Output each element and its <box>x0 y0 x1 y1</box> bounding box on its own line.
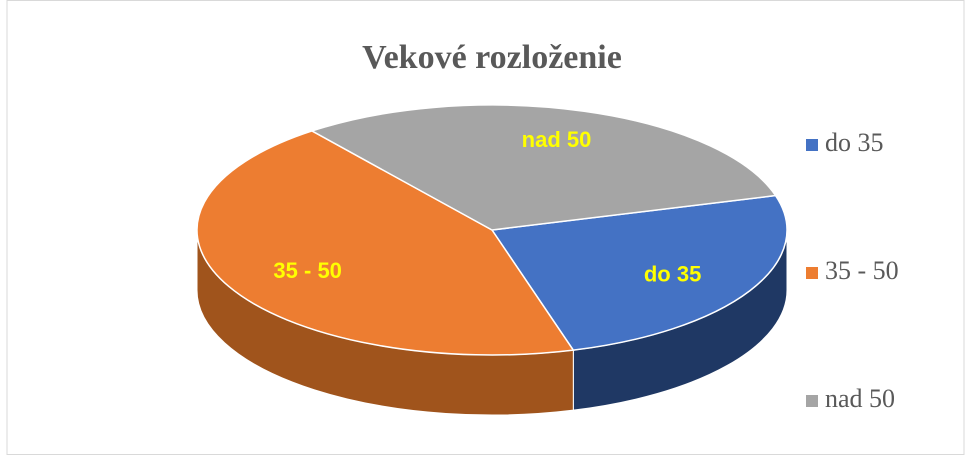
pie-slice <box>196 130 575 356</box>
legend-label: do 35 <box>825 128 884 157</box>
data-label: 35 - 50 <box>273 258 342 283</box>
legend-swatch <box>806 267 818 279</box>
chart-title: Vekové rozloženie <box>362 39 622 76</box>
pie-slice <box>310 104 777 231</box>
data-label: do 35 <box>644 261 701 286</box>
legend-swatch <box>806 395 818 407</box>
legend-label: nad 50 <box>825 384 895 413</box>
legend-label: 35 - 50 <box>825 256 899 285</box>
legend-swatch <box>806 139 818 151</box>
pie-slice <box>490 194 788 351</box>
data-label: nad 50 <box>522 127 592 152</box>
